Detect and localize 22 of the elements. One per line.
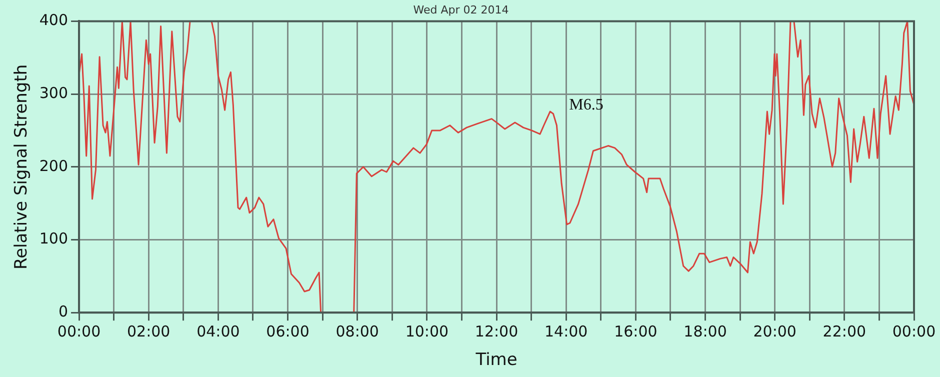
y-tick-label: 0: [58, 302, 68, 320]
y-axis-title: Relative Signal Strength: [12, 64, 32, 270]
annotation: M6.5: [569, 96, 604, 114]
x-tick-label: 00:00: [892, 322, 936, 340]
chart-title: Wed Apr 02 2014: [413, 3, 509, 16]
x-tick-label: 20:00: [753, 322, 796, 340]
y-tick-label: 300: [39, 84, 68, 102]
x-tick-label: 08:00: [336, 322, 379, 340]
x-tick-label: 00:00: [57, 322, 101, 340]
x-tick-label: 18:00: [684, 322, 727, 340]
x-axis-title: Time: [474, 350, 518, 370]
y-tick-label: 400: [39, 11, 68, 30]
x-tick-label: 06:00: [266, 322, 310, 340]
x-tick-label: 14:00: [544, 322, 588, 340]
x-tick-label: 16:00: [614, 322, 658, 340]
x-tick-label: 22:00: [822, 322, 866, 340]
x-tick-label: 04:00: [196, 322, 240, 340]
x-tick-label: 10:00: [405, 322, 449, 340]
x-tick-label: 12:00: [474, 322, 518, 340]
y-tick-label: 200: [39, 156, 68, 175]
y-tick-label: 100: [39, 230, 68, 248]
x-tick-label: 02:00: [126, 322, 170, 340]
